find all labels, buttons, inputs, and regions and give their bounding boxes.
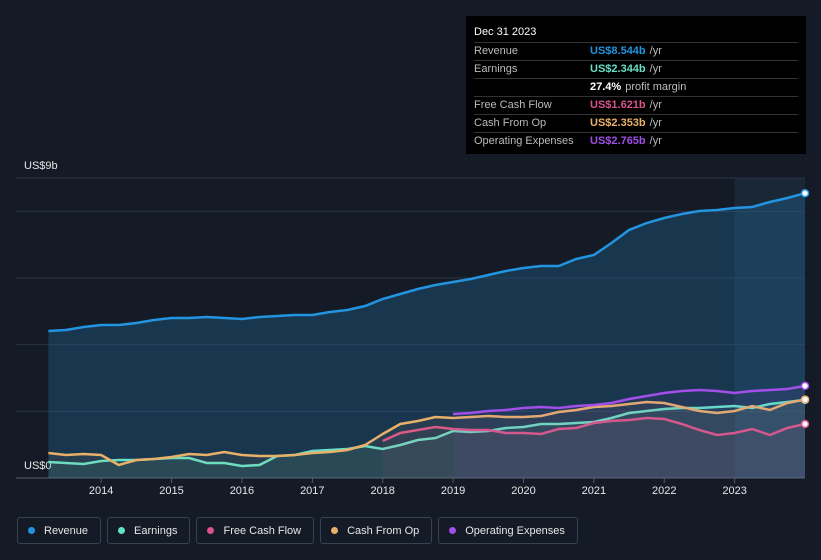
legend-item[interactable]: Cash From Op [320,517,433,544]
x-tick-label: 2014 [89,485,113,497]
tooltip-unit: /yr [649,135,662,147]
tooltip-unit: profit margin [625,81,687,93]
tooltip-value: US$2.344b [590,63,646,75]
legend-label: Operating Expenses [465,524,565,537]
tooltip-unit: /yr [649,117,662,129]
series-area [382,418,805,478]
tooltip-row: 27.4% profit margin [474,79,798,97]
legend-label: Earnings [134,524,178,537]
x-tick-label: 2015 [159,485,183,497]
tooltip-label: Free Cash Flow [474,99,552,111]
series-line [48,398,806,468]
tooltip-value: US$8.544b [590,45,646,57]
legend-dot [449,527,457,534]
end-point [800,381,810,391]
series-area [48,193,805,478]
x-tick-label: 2023 [722,485,746,497]
shaded-region [734,178,805,478]
x-tick-label: 2022 [652,485,676,497]
legend-item[interactable]: Free Cash Flow [196,517,315,544]
x-tick-label: 2018 [370,485,394,497]
legend-label: Revenue [44,524,89,537]
tooltip-label: Cash From Op [474,117,547,129]
tooltip-label: Operating Expenses [474,135,574,147]
tooltip-value: US$1.621b [590,99,646,111]
tooltip-row: Cash From Op US$2.353b/yr [474,115,798,133]
legend-label: Cash From Op [347,524,420,537]
series-area [48,399,805,478]
tooltip-date: Dec 31 2023 [474,22,798,43]
tooltip-unit: /yr [649,45,662,57]
series-line [382,416,806,443]
legend-dot [118,527,126,534]
tooltip-value: US$2.353b [590,117,646,129]
legend-dot [331,527,339,534]
tooltip-row: Operating Expenses US$2.765b/yr [474,133,798,150]
tooltip-row: Revenue US$8.544b/yr [474,43,798,61]
series-area [48,399,805,478]
tooltip-label [474,79,590,96]
end-point [800,419,810,429]
tooltip-label: Revenue [474,45,519,57]
x-tick-label: 2017 [300,485,324,497]
series-line [48,191,806,333]
legend-dot [28,527,35,534]
legend-dot [207,527,215,534]
legend: Revenue Earnings Free Cash Flow Cash From O… [17,517,578,544]
series-line [453,384,806,416]
tooltip-row: Free Cash Flow US$1.621b/yr [474,97,798,115]
tooltip-label: Earnings [474,63,518,75]
series-area [453,385,805,478]
legend-item[interactable]: Revenue [17,517,102,544]
end-point [800,395,810,404]
x-tick-label: 2020 [511,485,535,497]
end-point [800,188,810,198]
x-tick-label: 2019 [441,485,465,497]
legend-label: Free Cash Flow [223,524,302,537]
tooltip-unit: /yr [649,99,662,111]
legend-item[interactable]: Operating Expenses [438,517,578,544]
tooltip-value: 27.4% [590,81,622,93]
tooltip: Dec 31 2023 Revenue US$8.544b/yr Earnings U… [466,16,806,154]
tooltip-row: Earnings US$2.344b/yr [474,61,798,79]
series-line [48,398,806,467]
tooltip-value: US$2.765b [590,135,646,147]
x-tick-label: 2016 [230,485,254,497]
y-tick-label: US$0 [24,460,52,472]
legend-item[interactable]: Earnings [107,517,191,544]
y-tick-label: US$9b [24,160,58,172]
x-tick-label: 2021 [582,485,606,497]
tooltip-unit: /yr [649,63,662,75]
